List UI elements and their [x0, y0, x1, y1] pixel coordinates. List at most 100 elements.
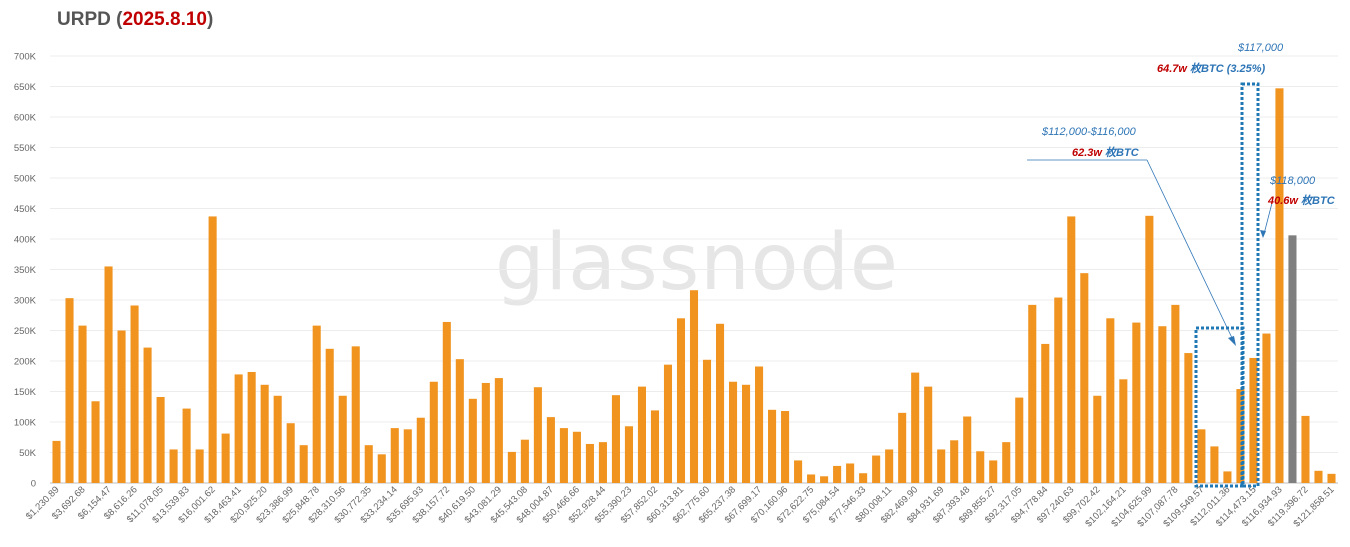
- bar: [950, 440, 959, 483]
- bar: [143, 347, 152, 483]
- bar: [963, 416, 972, 483]
- leader-line-118000: [1263, 202, 1273, 235]
- y-tick-label: 200K: [14, 357, 37, 368]
- bar: [1275, 88, 1284, 483]
- bar: [598, 442, 607, 483]
- bar: [715, 323, 725, 483]
- bar: [1119, 379, 1128, 483]
- bar: [169, 449, 178, 483]
- bar: [130, 305, 139, 483]
- bar: [1249, 357, 1258, 483]
- amount-117000: 64.7w: [1157, 63, 1188, 75]
- bar: [78, 325, 87, 483]
- bars: [52, 88, 1336, 483]
- unit-118000: 枚BTC: [1298, 194, 1336, 207]
- bar: [403, 429, 412, 483]
- bar: [208, 216, 217, 483]
- amount-112000-116000: 62.3w: [1072, 147, 1103, 159]
- bar: [117, 330, 126, 483]
- title-text: URPD: [57, 9, 111, 30]
- bar: [481, 382, 490, 483]
- bar: [390, 428, 399, 483]
- bar: [312, 325, 321, 483]
- bar: [872, 455, 881, 483]
- bar: [221, 433, 230, 483]
- bar: [911, 372, 920, 483]
- y-tick-label: 700K: [14, 52, 37, 63]
- bar: [1288, 235, 1297, 483]
- bar: [794, 460, 803, 483]
- bar: [702, 359, 712, 483]
- y-tick-label: 450K: [14, 204, 37, 215]
- unit-117000: 枚BTC: [1187, 62, 1225, 75]
- bar: [1067, 216, 1076, 483]
- title-date: 2025.8.10: [122, 9, 207, 30]
- bar: [611, 395, 620, 483]
- bar: [937, 449, 946, 483]
- bar: [325, 348, 334, 483]
- bar: [755, 366, 764, 483]
- bar: [650, 410, 660, 483]
- bar: [247, 371, 256, 483]
- bar: [1158, 326, 1167, 483]
- bar: [1132, 322, 1141, 483]
- bar: [885, 449, 894, 483]
- annotation-amount-117000: 64.7w 枚BTC (3.25%): [1157, 62, 1266, 75]
- bar: [1041, 343, 1050, 483]
- y-axis: 0 50K 100K 150K 200K 250K 300K 350K 400K 450K 500K…: [14, 52, 37, 490]
- bar: [299, 445, 308, 483]
- annotation-price-112000-116000: $112,000-$116,000: [1041, 126, 1137, 138]
- bar: [1015, 397, 1024, 483]
- bar: [637, 386, 646, 483]
- bar: [520, 439, 529, 483]
- bar: [624, 426, 633, 483]
- bar: [1080, 273, 1089, 483]
- y-tick-label: 400K: [14, 235, 37, 246]
- bar: [273, 395, 282, 483]
- bar: [429, 381, 438, 483]
- bar: [195, 449, 204, 483]
- bar: [156, 396, 165, 483]
- bar: [1093, 395, 1102, 483]
- bar: [729, 381, 738, 483]
- annotation-price-118000: $118,000: [1269, 175, 1316, 187]
- bar: [585, 443, 594, 483]
- bar: [1210, 446, 1219, 483]
- annotations: $117,000 64.7w 枚BTC (3.25%) $112,000-$11…: [1027, 42, 1336, 488]
- bar: [1171, 304, 1180, 483]
- bar: [768, 409, 777, 483]
- bar: [338, 395, 347, 483]
- y-tick-label: 600K: [14, 113, 37, 124]
- bar: [65, 298, 74, 483]
- bar: [1002, 442, 1011, 483]
- bar: [442, 321, 451, 483]
- bar: [1327, 473, 1336, 483]
- leader-line-112000-116000-diag: [1146, 159, 1234, 341]
- bar: [820, 476, 829, 483]
- y-tick-label: 50K: [19, 448, 37, 459]
- bar: [1145, 215, 1154, 483]
- bar: [1054, 297, 1063, 483]
- bar: [533, 387, 542, 483]
- y-tick-label: 650K: [14, 82, 37, 93]
- bar: [742, 384, 751, 483]
- y-tick-label: 350K: [14, 265, 37, 276]
- unit-112000-116000: 枚BTC: [1102, 146, 1140, 159]
- y-tick-label: 300K: [14, 296, 37, 307]
- bar: [1301, 415, 1310, 483]
- arrow-head-112000-116000: [1228, 336, 1236, 346]
- bar: [546, 417, 555, 483]
- bar: [1314, 470, 1323, 483]
- bar: [455, 359, 464, 483]
- bar: [1028, 304, 1037, 483]
- bar: [689, 290, 699, 483]
- arrow-head-118000: [1260, 230, 1266, 238]
- annotation-amount-112000-116000: 62.3w 枚BTC: [1072, 146, 1140, 159]
- y-tick-label: 150K: [14, 387, 37, 398]
- bar: [1262, 333, 1271, 483]
- bar: [1236, 389, 1245, 483]
- pct-117000: (3.25%): [1224, 63, 1266, 75]
- bar: [1106, 318, 1115, 483]
- bar: [416, 417, 425, 483]
